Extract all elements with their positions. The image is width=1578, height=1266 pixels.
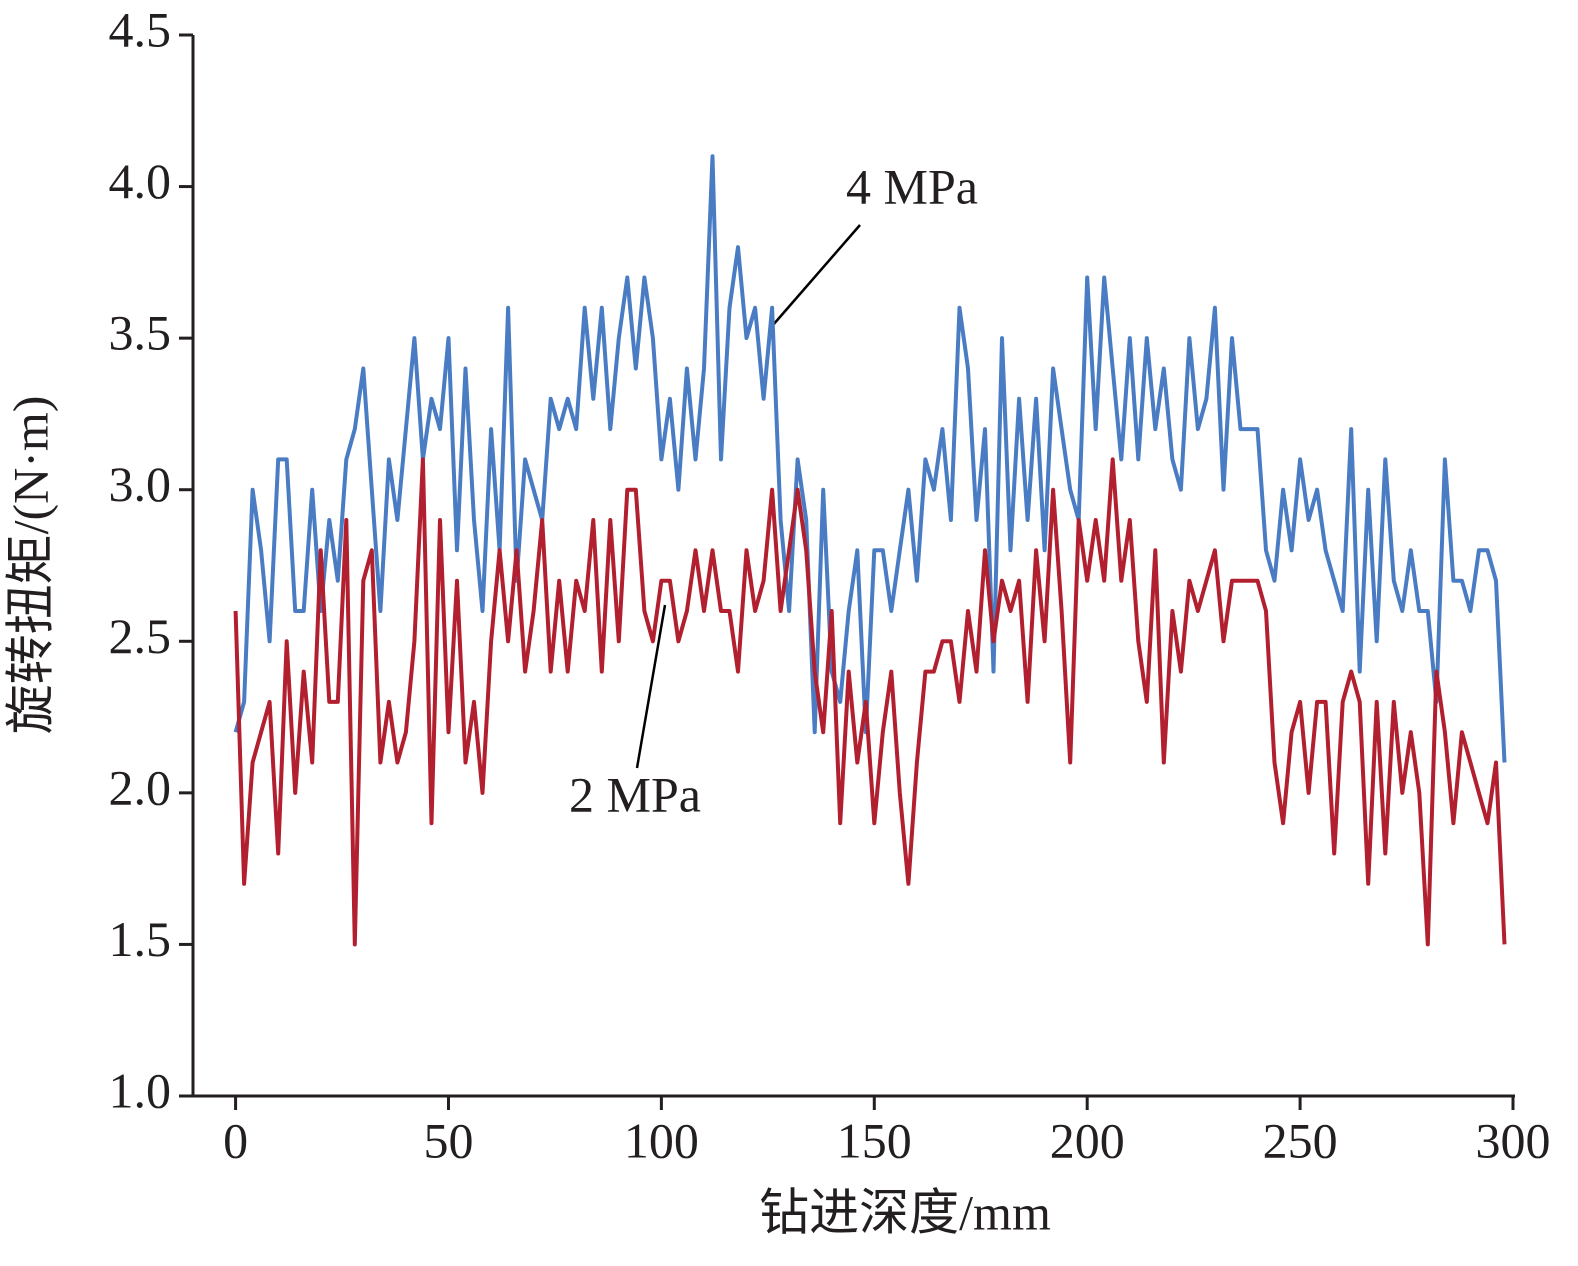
y-tick-label: 2.5 <box>109 608 172 664</box>
x-tick-label: 0 <box>223 1112 248 1168</box>
x-tick-label: 200 <box>1050 1112 1125 1168</box>
series-line <box>233 154 1507 763</box>
x-tick-label: 300 <box>1476 1112 1551 1168</box>
series-line <box>233 457 1507 947</box>
plot-area <box>233 154 1507 947</box>
x-axis-label: 钻进深度/mm <box>759 1184 1051 1240</box>
x-tick-label: 150 <box>837 1112 912 1168</box>
annotation: 2 MPa <box>569 766 701 822</box>
annotation: 4 MPa <box>846 158 978 214</box>
y-tick-label: 3.5 <box>109 305 172 361</box>
y-tick-label: 2.0 <box>109 759 172 815</box>
y-tick-label: 4.0 <box>109 153 172 209</box>
leader-line <box>635 604 667 769</box>
x-tick-label: 50 <box>423 1112 473 1168</box>
x-tick-label: 100 <box>624 1112 699 1168</box>
y-tick-label: 4.5 <box>109 1 172 57</box>
y-tick-label: 1.5 <box>109 911 172 967</box>
y-tick-label: 1.0 <box>109 1062 172 1118</box>
y-tick-label: 3.0 <box>109 456 172 512</box>
x-tick-label: 250 <box>1263 1112 1338 1168</box>
y-axis-label: 旋转扭矩/(N·m) <box>2 396 58 735</box>
leader-line <box>772 224 861 326</box>
